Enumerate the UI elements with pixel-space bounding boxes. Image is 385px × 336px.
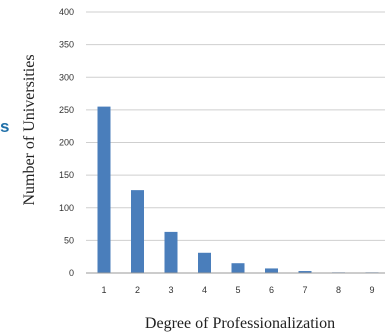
x-tick-label: 7 (302, 285, 307, 295)
cropped-label-fragment: s (0, 117, 10, 136)
bar-5 (231, 263, 245, 273)
y-tick-label: 350 (59, 40, 74, 50)
x-tick-label: 4 (202, 285, 207, 295)
bar-2 (131, 190, 144, 273)
y-axis-title: Number of Universities (21, 54, 38, 205)
y-tick-label: 100 (59, 203, 74, 213)
x-tick-label: 5 (235, 285, 240, 295)
bar-3 (164, 231, 178, 273)
y-tick-label: 300 (59, 72, 74, 82)
x-tick-label: 3 (168, 285, 173, 295)
y-tick-label: 250 (59, 105, 74, 115)
y-tick-label: 400 (59, 7, 74, 17)
y-tick-label: 150 (59, 170, 74, 180)
bar-7 (298, 271, 312, 273)
y-tick-label: 200 (59, 138, 74, 148)
y-tick-label: 50 (64, 235, 74, 245)
x-tick-labels: 1 2 3 4 5 6 7 8 9 (101, 285, 374, 295)
bars (97, 106, 379, 273)
y-tick-labels: 0 50 100 150 200 250 300 350 400 (59, 7, 74, 278)
x-tick-label: 9 (369, 285, 374, 295)
bar-1 (97, 106, 111, 273)
bar-4 (198, 252, 211, 273)
x-axis-title: Degree of Professionalization (145, 315, 335, 332)
x-tick-label: 2 (135, 285, 140, 295)
x-tick-label: 8 (336, 285, 341, 295)
x-tick-label: 6 (269, 285, 274, 295)
gridlines (86, 11, 385, 241)
bar-6 (265, 268, 278, 273)
x-tick-label: 1 (101, 285, 106, 295)
y-tick-label: 0 (69, 268, 74, 278)
